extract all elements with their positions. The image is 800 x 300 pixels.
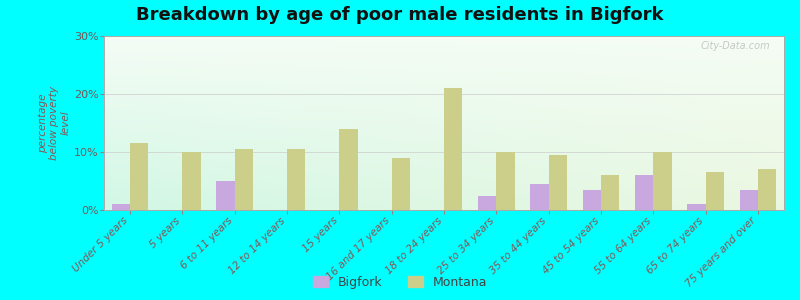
Legend: Bigfork, Montana: Bigfork, Montana [308, 271, 492, 294]
Bar [112, 204, 130, 210]
Bar [582, 190, 601, 210]
Bar [635, 175, 654, 210]
Bar [234, 149, 253, 210]
Bar [530, 184, 549, 210]
Bar [182, 152, 201, 210]
Bar [392, 158, 410, 210]
Bar [478, 196, 496, 210]
Bar [687, 204, 706, 210]
Text: Breakdown by age of poor male residents in Bigfork: Breakdown by age of poor male residents … [136, 6, 664, 24]
Y-axis label: percentage
below poverty
level: percentage below poverty level [38, 86, 71, 160]
Bar [601, 175, 619, 210]
Bar [758, 169, 776, 210]
Bar [130, 143, 149, 210]
Bar [496, 152, 514, 210]
Bar [444, 88, 462, 210]
Bar [739, 190, 758, 210]
Text: City-Data.com: City-Data.com [701, 41, 770, 51]
Bar [706, 172, 724, 210]
Bar [654, 152, 671, 210]
Bar [287, 149, 306, 210]
Bar [549, 155, 567, 210]
Bar [339, 129, 358, 210]
Bar [217, 181, 234, 210]
